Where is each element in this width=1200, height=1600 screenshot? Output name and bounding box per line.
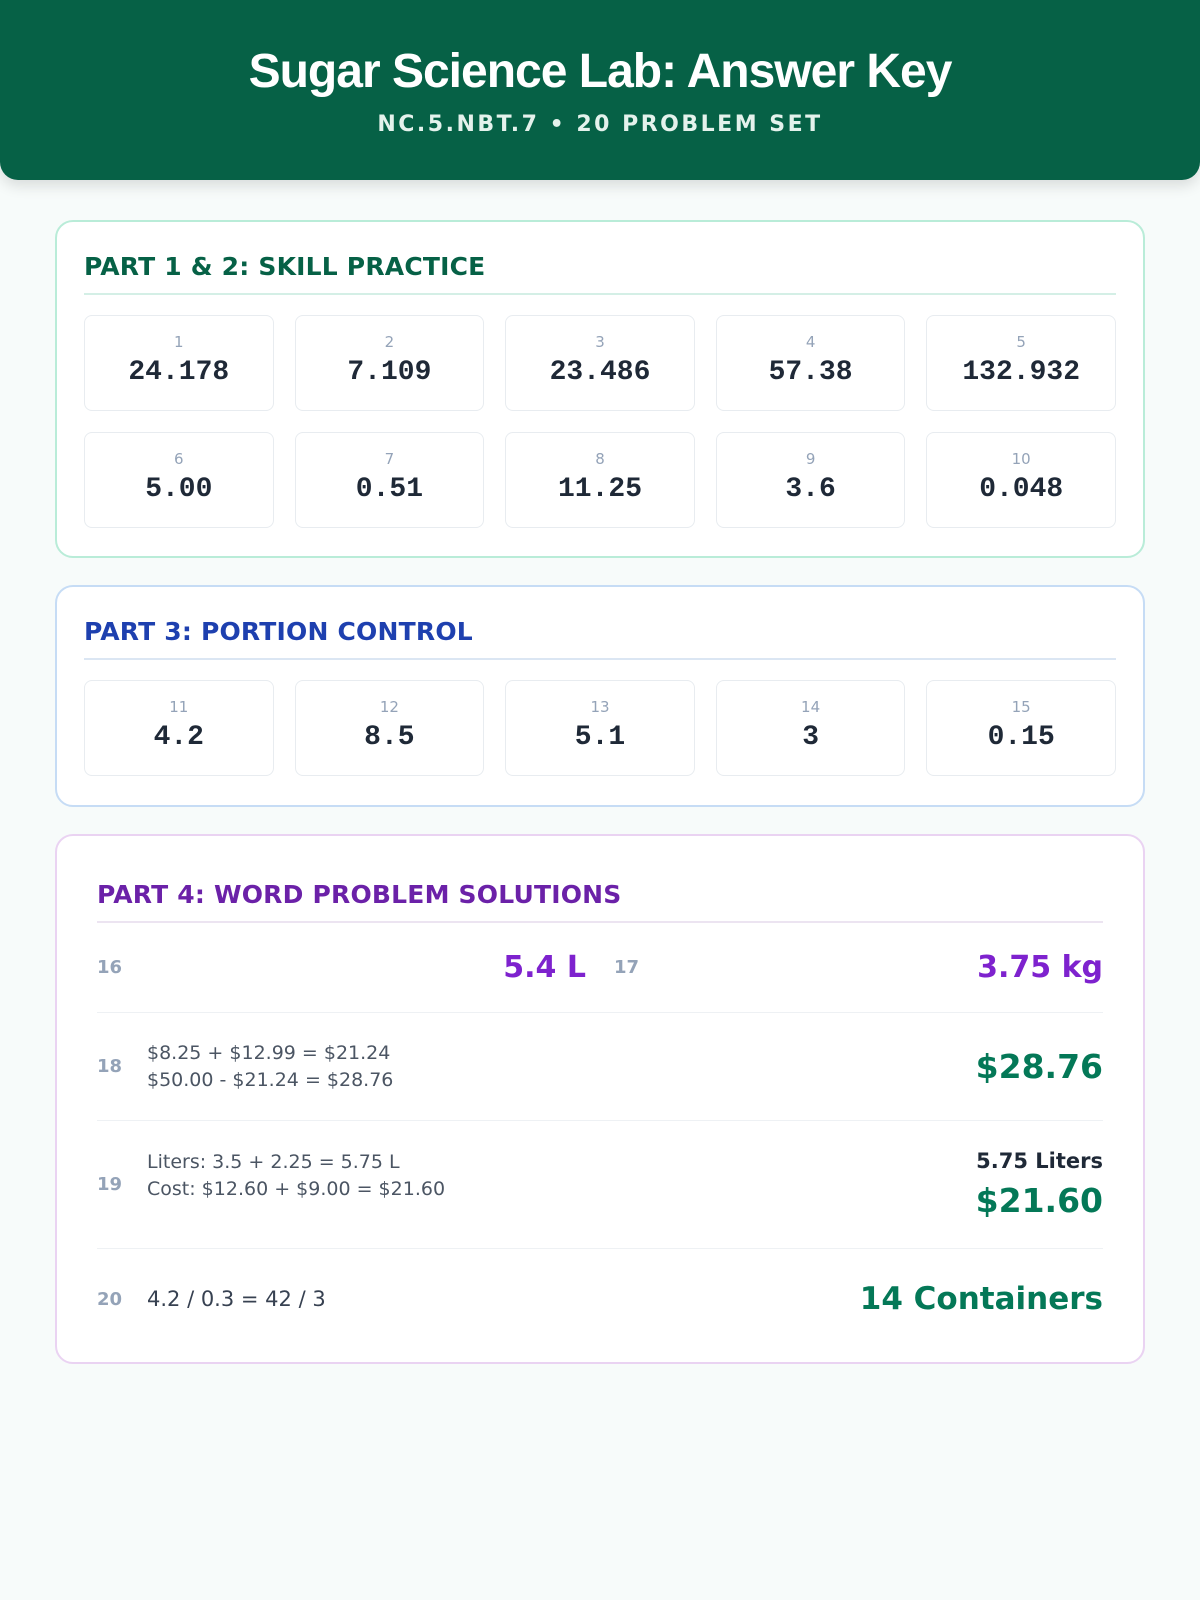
answer-cost: $21.60 [975,1181,1103,1220]
answer-cell: 13 5.1 [505,680,695,776]
answer-cell: 12 8.5 [294,680,485,776]
work-line: Liters: 3.5 + 2.25 = 5.75 L [147,1150,400,1173]
skill-practice-card: PART 1 & 2: SKILL PRACTICE 1 24.178 2 7.10… [55,220,1145,558]
answer-cell: 14 3 [715,680,906,776]
problem-number: 8 [595,450,605,468]
problem-number: 19 [97,1174,123,1195]
answer-value: 8.5 [364,722,415,753]
problem-number: 9 [805,450,816,468]
work-line: Cost: $12.60 + $9.00 = $21.60 [147,1177,446,1200]
page-title: Sugar Science Lab: Answer Key [248,45,953,98]
answer-value: 0.51 [355,474,423,505]
answer-cell: 10 0.048 [926,432,1116,528]
answer-value: 23.486 [549,357,651,388]
word-problem-row: 18 $8.25 + $12.99 = $21.24 $50.00 - $21.… [97,1013,1103,1121]
answer-value: 5.4 L [503,950,586,985]
problem-number: 5 [1016,333,1026,351]
problem-number: 20 [97,1288,123,1310]
word-problems-card: PART 4: WORD PROBLEM SOLUTIONS 16 5.4 L … [55,834,1145,1364]
work-line: $8.25 + $12.99 = $21.24 [147,1041,391,1064]
page-header: Sugar Science Lab: Answer Key NC.5.NBT.7… [0,0,1200,180]
answer-grid: 11 4.2 12 8.5 13 5.1 14 3 15 0.15 [84,680,1116,776]
problem-number: 3 [595,333,605,351]
answer-value: 11.25 [557,474,642,505]
portion-control-card: PART 3: PORTION CONTROL 11 4.2 12 8.5 13 5.… [55,585,1145,807]
answer-cell: 8 11.25 [505,432,695,528]
answer-cell: 15 0.15 [926,680,1116,776]
problem-number: 14 [801,698,821,716]
answer-cell: 1 24.178 [84,315,274,411]
answer-cell: 3 23.486 [505,315,695,411]
answer-value: 57.38 [768,357,853,388]
answer-value: 3 [802,722,819,753]
answer-value: 24.178 [128,357,230,388]
problem-number: 16 [97,957,123,978]
answer-value: 7.109 [347,357,432,388]
answer-value: 0.048 [979,474,1064,505]
section-title: PART 3: PORTION CONTROL [84,617,1116,660]
answer-liters: 5.75 Liters [976,1149,1103,1173]
problem-number: 13 [590,698,610,716]
answer-cell: 9 3.6 [715,432,906,528]
answer-cell: 2 7.109 [294,315,485,411]
problem-number: 15 [1011,698,1031,716]
answer-value: 4.2 [153,722,204,753]
work-steps: Liters: 3.5 + 2.25 = 5.75 L Cost: $12.60… [147,1149,976,1203]
problem-number: 17 [614,957,640,978]
answer-value: 0.15 [987,722,1055,753]
problem-number: 2 [384,333,395,351]
work-steps: $8.25 + $12.99 = $21.24 $50.00 - $21.24 … [147,1040,976,1094]
answer-cell: 7 0.51 [294,432,485,528]
work-line: 4.2 / 0.3 = 42 / 3 [147,1286,326,1311]
work-line: $50.00 - $21.24 = $28.76 [147,1068,394,1091]
section-title: PART 4: WORD PROBLEM SOLUTIONS [97,880,1103,923]
problem-number: 4 [805,333,816,351]
problem-17: 17 3.75 kg [614,950,1103,985]
word-problem-row: 16 5.4 L 17 3.75 kg [97,923,1103,1013]
answer-value: 5.1 [574,722,626,753]
word-problem-row: 19 Liters: 3.5 + 2.25 = 5.75 L Cost: $12… [97,1121,1103,1249]
problem-number: 7 [384,450,395,468]
answer-cell: 5 132.932 [926,315,1116,411]
answer-cell: 6 5.00 [84,432,274,528]
answer-value: 14 Containers [859,1281,1103,1317]
problem-number: 18 [97,1056,123,1077]
answer-block: 5.75 Liters $21.60 [976,1149,1103,1220]
word-problem-row: 20 4.2 / 0.3 = 42 / 3 14 Containers [97,1249,1103,1349]
section-title: PART 1 & 2: SKILL PRACTICE [84,252,1116,295]
problem-number: 10 [1011,450,1031,468]
answer-value: 132.932 [962,357,1080,388]
answer-value: 3.75 kg [977,950,1103,985]
problem-number: 12 [379,698,399,716]
answer-value: $28.76 [975,1047,1103,1086]
problem-number: 1 [174,333,184,351]
answer-cell: 4 57.38 [715,315,906,411]
problem-number: 6 [174,450,184,468]
answer-value: 5.00 [145,474,213,505]
problem-16: 16 5.4 L [97,950,614,985]
answer-grid: 1 24.178 2 7.109 3 23.486 4 57.38 5 132.932 6… [84,315,1116,528]
answer-cell: 11 4.2 [84,680,274,776]
page-subtitle: NC.5.NBT.7 • 20 PROBLEM SET [377,112,823,137]
answer-value: 3.6 [785,474,836,505]
problem-number: 11 [169,698,189,716]
